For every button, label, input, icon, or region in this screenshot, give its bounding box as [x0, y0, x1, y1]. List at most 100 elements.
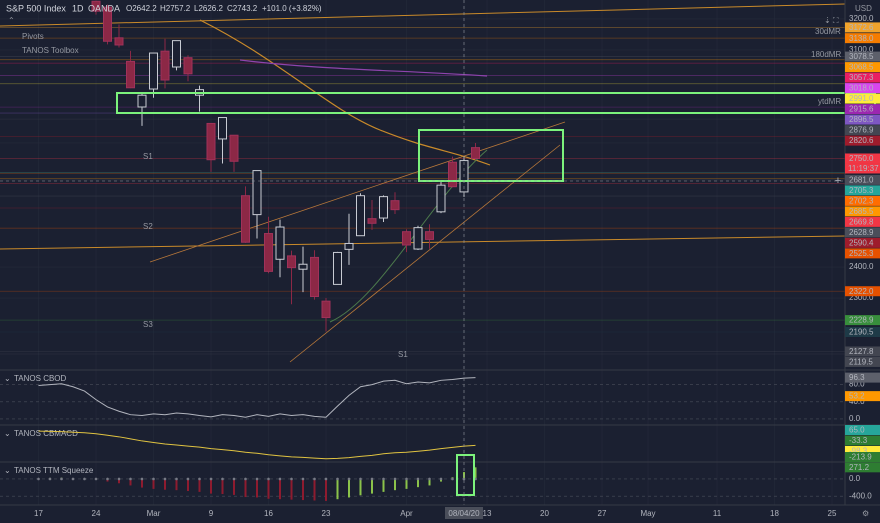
candle-body	[436, 184, 446, 213]
indicator-line	[38, 377, 476, 418]
x-tick-label: 11	[713, 509, 722, 518]
price-tag	[845, 425, 880, 435]
histogram-bar	[405, 478, 408, 489]
price-tag-label: 2669.8	[849, 217, 874, 226]
price-tag-label: 2322.0	[849, 287, 874, 296]
squeeze-dot	[451, 477, 454, 481]
price-tag	[845, 174, 880, 185]
candle-body	[275, 226, 285, 260]
histogram-bar	[256, 478, 258, 498]
squeeze-dot	[347, 477, 351, 481]
settings-icon[interactable]: ⚙	[862, 509, 869, 518]
price-tag	[845, 286, 880, 297]
x-tick-label: 16	[264, 509, 273, 518]
price-tag-label: -98.3	[849, 447, 868, 456]
squeeze-dot	[163, 477, 167, 481]
price-tag	[845, 93, 880, 104]
squeeze-dot	[439, 477, 443, 481]
price-tag	[845, 33, 880, 44]
indicator-name[interactable]: TANOS Toolbox	[22, 46, 79, 55]
candle-body	[149, 52, 158, 90]
price-tag	[845, 153, 880, 164]
candle-body	[103, 6, 112, 42]
source: OANDA	[88, 3, 120, 13]
currency: USD	[855, 4, 872, 13]
squeeze-dot	[83, 477, 86, 481]
candle-body	[333, 251, 342, 285]
histogram-bar	[428, 478, 431, 486]
candle-body	[252, 170, 262, 216]
price-tag	[845, 327, 880, 338]
price-tag	[845, 356, 880, 367]
price-tag-label: 3018.0	[849, 84, 874, 93]
squeeze-dot	[428, 477, 431, 481]
price-tag-label: 2228.9	[849, 316, 874, 325]
price-tag-label: 2896.5	[849, 115, 874, 124]
price-tag	[845, 185, 880, 196]
candle-body	[425, 231, 434, 240]
price-tag-label: 271.2	[849, 463, 870, 472]
pivot-label: S1	[143, 152, 153, 161]
price-tag-label: 3138.0	[849, 34, 874, 43]
price-tag	[845, 446, 880, 456]
price-tag-label: 2702.3	[849, 196, 874, 205]
y-tick-label: 0.0	[849, 474, 861, 483]
squeeze-dot	[60, 477, 63, 481]
price-tag	[845, 62, 880, 73]
histogram-bar	[129, 478, 132, 486]
price-tag-label: 2525.3	[849, 249, 874, 258]
histogram-bar	[210, 478, 212, 494]
panel-title: TANOS TTM Squeeze	[14, 466, 94, 475]
x-tick-label: 23	[322, 509, 331, 518]
pivot-label: S2	[143, 222, 153, 231]
price-tag	[845, 315, 880, 326]
price-tag	[845, 391, 880, 402]
ohlc-high: H2757.2	[160, 4, 191, 13]
panel-title: TANOS CBOD	[14, 374, 67, 383]
squeeze-dot	[221, 477, 224, 481]
squeeze-dot	[462, 477, 466, 481]
histogram-bar	[175, 478, 178, 491]
histogram-bar	[371, 478, 373, 494]
price-tag-label: 2820.6	[849, 136, 874, 145]
price-tag-label: 96.3	[849, 373, 865, 382]
indicator-name[interactable]: Pivots	[22, 32, 44, 41]
squeeze-dot	[117, 477, 121, 481]
price-tag	[845, 83, 880, 94]
squeeze-dot	[232, 477, 236, 481]
y-tick-label: 0.0	[849, 414, 861, 423]
histogram-bar	[382, 478, 385, 492]
x-tick-label: 13	[483, 509, 492, 518]
histogram-bar	[348, 478, 350, 498]
candle-body	[402, 231, 411, 246]
pivot-label: S1	[398, 350, 408, 359]
histogram-bar	[187, 478, 189, 492]
panel-title: TANOS CBMACD	[14, 429, 78, 438]
y-tick-label: 80.0	[849, 380, 865, 389]
toolbar-icons[interactable]: ⇣ ⛶	[824, 16, 839, 25]
collapse-icon[interactable]: ⌃	[8, 16, 15, 25]
squeeze-dot	[198, 477, 201, 481]
candle-body	[321, 300, 331, 319]
price-tag	[845, 114, 880, 125]
squeeze-dot	[94, 477, 98, 481]
candle-body	[172, 40, 181, 68]
histogram-bar	[267, 478, 270, 499]
price-tag	[845, 135, 880, 146]
trend-line	[149, 121, 566, 263]
x-tick-label: 18	[770, 509, 779, 518]
ohlc-open: O2642.2	[126, 4, 157, 13]
candle-body	[390, 200, 400, 211]
candle-body	[137, 94, 147, 108]
price-tag	[845, 248, 880, 259]
candle-body	[114, 37, 124, 46]
candle-body	[206, 122, 216, 161]
squeeze-dot	[48, 477, 52, 481]
histogram-bar	[118, 478, 120, 484]
price-tag-label: 2685.5	[849, 207, 874, 216]
axis-layer: 17 24 Mar 9 16 23 Apr 08/04/20 13 20 27 May 11 18 25 32…	[34, 14, 880, 519]
x-tick-label: 08/04/20	[448, 509, 480, 518]
candle-body	[264, 233, 273, 272]
histogram-bar	[198, 478, 201, 492]
